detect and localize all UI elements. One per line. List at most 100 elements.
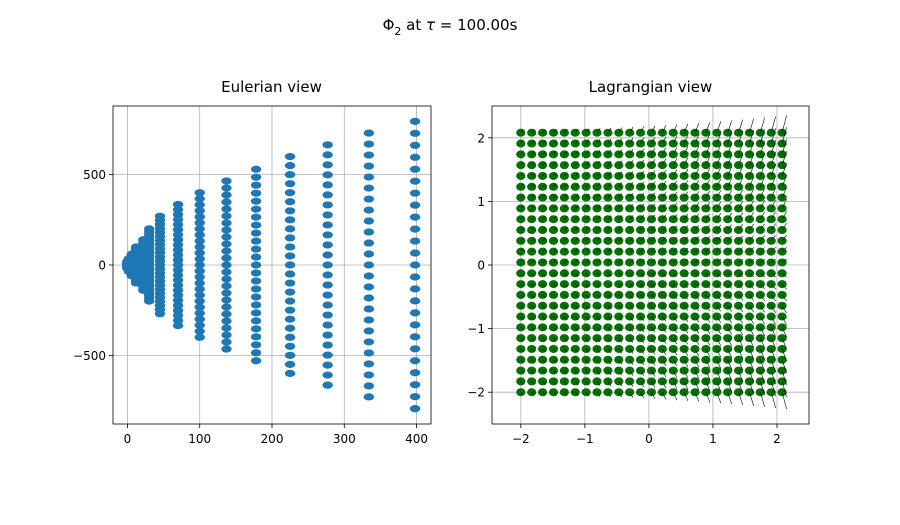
eulerian-point bbox=[221, 247, 232, 255]
quiver-arrow bbox=[781, 370, 787, 386]
quiver-arrow bbox=[727, 120, 733, 133]
quiver-arrow bbox=[662, 273, 667, 277]
quiver-arrow bbox=[575, 359, 579, 364]
quiver-arrow bbox=[716, 155, 722, 166]
quiver-arrow bbox=[520, 381, 524, 385]
eulerian-point bbox=[284, 297, 296, 305]
quiver-arrow bbox=[575, 204, 579, 209]
eulerian-xtick-label: 400 bbox=[405, 432, 428, 446]
eulerian-point bbox=[284, 261, 296, 269]
quiver-arrow bbox=[716, 348, 722, 358]
quiver-arrow bbox=[629, 370, 634, 376]
eulerian-point bbox=[363, 173, 375, 181]
quiver-arrow bbox=[640, 381, 645, 388]
quiver-arrow bbox=[749, 273, 754, 278]
eulerian-point bbox=[250, 165, 262, 173]
eulerian-axes-frame bbox=[112, 105, 432, 425]
eulerian-point bbox=[363, 151, 375, 159]
quiver-arrow bbox=[596, 237, 601, 242]
quiver-arrow bbox=[596, 226, 601, 231]
quiver-arrow bbox=[770, 128, 776, 144]
quiver-arrow bbox=[749, 359, 754, 371]
quiver-arrow bbox=[694, 283, 700, 289]
eulerian-point bbox=[284, 342, 296, 350]
quiver-arrow bbox=[607, 259, 612, 263]
quiver-arrow bbox=[520, 259, 524, 263]
quiver-arrow bbox=[585, 248, 590, 252]
eulerian-point bbox=[221, 198, 232, 206]
quiver-arrow bbox=[694, 225, 700, 231]
eulerian-point bbox=[194, 267, 205, 275]
eulerian-point bbox=[363, 272, 375, 280]
quiver-arrow bbox=[531, 294, 535, 299]
eulerian-point bbox=[409, 165, 421, 173]
quiver-arrow bbox=[564, 381, 568, 386]
quiver-arrow bbox=[553, 172, 557, 177]
quiver-arrow bbox=[771, 273, 776, 278]
quiver-arrow bbox=[705, 122, 711, 133]
quiver-arrow bbox=[716, 259, 721, 263]
quiver-arrow bbox=[640, 316, 645, 321]
quiver-arrow bbox=[553, 392, 557, 396]
quiver-arrow bbox=[760, 141, 765, 155]
quiver-arrow bbox=[575, 337, 579, 342]
quiver-arrow bbox=[596, 150, 601, 155]
eulerian-point bbox=[363, 327, 375, 335]
quiver-arrow bbox=[585, 370, 590, 375]
quiver-arrow bbox=[749, 118, 754, 133]
quiver-arrow bbox=[662, 370, 667, 378]
quiver-arrow bbox=[727, 143, 733, 155]
eulerian-point bbox=[322, 331, 333, 339]
eulerian-point bbox=[363, 371, 375, 379]
eulerian-point bbox=[221, 205, 232, 213]
quiver-arrow bbox=[651, 225, 656, 231]
eulerian-point bbox=[284, 207, 296, 215]
eulerian-point bbox=[172, 306, 184, 314]
quiver-arrow bbox=[673, 236, 678, 242]
quiver-arrow bbox=[770, 175, 776, 187]
quiver-arrow bbox=[618, 283, 623, 288]
quiver-arrow bbox=[651, 370, 656, 377]
quiver-arrow bbox=[770, 140, 776, 155]
eulerian-point bbox=[409, 261, 421, 269]
quiver-arrow bbox=[596, 193, 601, 198]
eulerian-point bbox=[172, 251, 184, 259]
quiver-arrow bbox=[575, 128, 579, 133]
quiver-arrow bbox=[531, 381, 535, 385]
eulerian-point bbox=[409, 309, 421, 317]
eulerian-point bbox=[322, 341, 333, 349]
quiver-arrow bbox=[749, 141, 754, 155]
eulerian-point bbox=[250, 309, 262, 317]
quiver-arrow bbox=[705, 359, 711, 369]
quiver-arrow bbox=[705, 202, 711, 209]
quiver-arrow bbox=[727, 316, 733, 324]
quiver-arrow bbox=[542, 370, 546, 374]
quiver-arrow bbox=[520, 294, 524, 299]
quiver-arrow bbox=[585, 128, 590, 133]
eulerian-point bbox=[284, 162, 296, 170]
quiver-arrow bbox=[738, 338, 743, 347]
eulerian-point bbox=[322, 311, 333, 319]
quiver-arrow bbox=[651, 170, 656, 177]
quiver-arrow bbox=[564, 392, 568, 396]
lagrangian-view-panel: Lagrangian view −2 −1 0 1 2 −2 −1 0 1 2 bbox=[467, 78, 810, 446]
quiver-arrow bbox=[662, 181, 667, 187]
quiver-arrow bbox=[651, 283, 656, 288]
quiver-arrow bbox=[672, 169, 678, 177]
quiver-arrow bbox=[662, 214, 667, 220]
quiver-arrow bbox=[694, 259, 700, 263]
quiver-arrow bbox=[607, 215, 612, 220]
quiver-arrow bbox=[770, 211, 776, 220]
quiver-arrow bbox=[683, 305, 689, 311]
quiver-arrow bbox=[727, 132, 733, 144]
quiver-arrow bbox=[672, 158, 678, 166]
eulerian-point bbox=[172, 261, 184, 269]
quiver-arrow bbox=[716, 273, 721, 278]
quiver-arrow bbox=[585, 283, 590, 288]
quiver-arrow bbox=[596, 259, 601, 263]
quiver-arrow bbox=[640, 327, 645, 333]
quiver-arrow bbox=[629, 392, 634, 398]
quiver-arrow bbox=[607, 160, 612, 166]
quiver-arrow bbox=[760, 223, 765, 231]
quiver-arrow bbox=[607, 138, 612, 144]
